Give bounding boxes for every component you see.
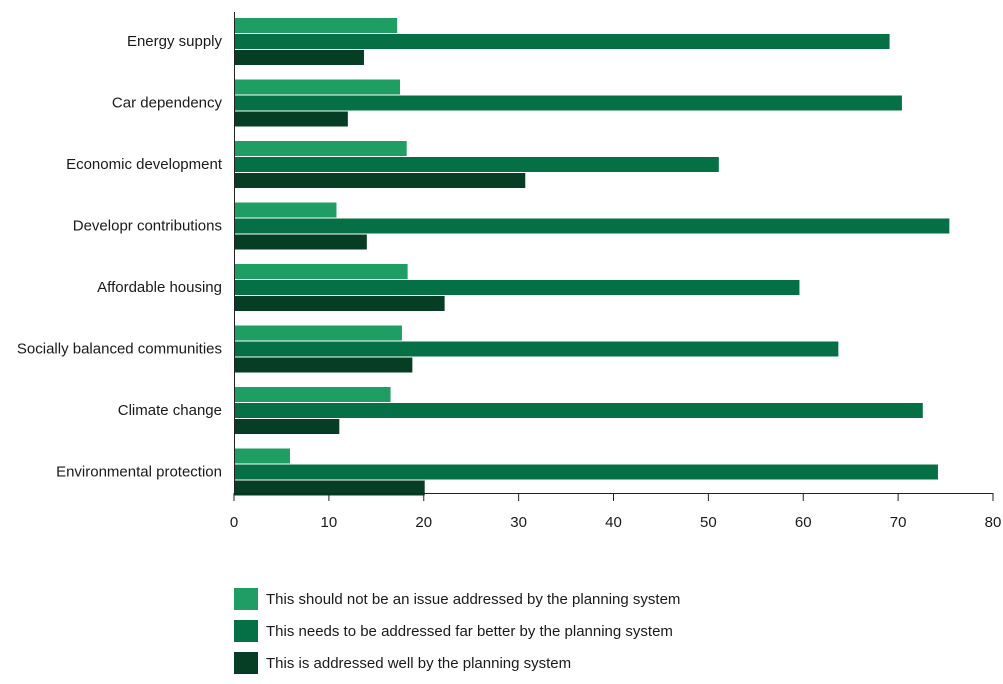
- x-tick-label: 30: [510, 514, 527, 531]
- bar: [234, 234, 367, 250]
- bar: [234, 448, 290, 464]
- category-label: Affordable housing: [97, 279, 222, 296]
- bar: [234, 202, 337, 218]
- legend-swatch: [234, 588, 258, 610]
- bar: [234, 141, 407, 156]
- bar: [234, 111, 348, 127]
- legend-swatch: [234, 620, 258, 642]
- bar: [234, 173, 526, 188]
- x-tick-label: 70: [890, 514, 907, 531]
- bar: [234, 480, 425, 496]
- legend-item-not-an-issue: This should not be an issue addressed by…: [234, 588, 680, 610]
- legend-item-addressed-well: This is addressed well by the planning s…: [234, 652, 680, 674]
- category-label: Economic development: [66, 156, 223, 173]
- x-tick-label: 60: [795, 514, 812, 531]
- bar: [234, 341, 839, 357]
- legend-label: This should not be an issue addressed by…: [266, 590, 681, 608]
- x-tick-label: 20: [415, 514, 432, 531]
- legend-label: This needs to be addressed far better by…: [266, 622, 673, 640]
- x-tick-label: 40: [605, 514, 622, 531]
- bar: [234, 403, 923, 418]
- bar: [234, 387, 391, 402]
- category-label: Socially balanced communities: [17, 341, 222, 358]
- x-tick-label: 80: [985, 514, 1002, 531]
- category-label: Developr contributions: [73, 218, 222, 235]
- bar: [234, 218, 950, 234]
- bar: [234, 95, 902, 111]
- legend-item-needs-better: This needs to be addressed far better by…: [234, 620, 680, 642]
- bar: [234, 157, 719, 172]
- bar: [234, 357, 413, 373]
- bar: [234, 464, 938, 480]
- bars-group: [234, 18, 950, 496]
- bar: [234, 419, 340, 434]
- category-labels: Energy supply Car dependency Economic deve…: [17, 33, 223, 481]
- category-label: Car dependency: [112, 95, 223, 112]
- x-tick-label: 10: [321, 514, 338, 531]
- legend: This should not be an issue addressed by…: [234, 588, 680, 684]
- bar: [234, 296, 445, 311]
- category-label: Climate change: [118, 402, 222, 419]
- legend-label: This is addressed well by the planning s…: [266, 654, 572, 672]
- bar: [234, 280, 800, 295]
- category-label: Environmental protection: [56, 464, 222, 481]
- x-tick-label: 0: [230, 514, 238, 531]
- category-label: Energy supply: [127, 33, 223, 50]
- bar: [234, 34, 890, 49]
- bar: [234, 50, 364, 65]
- bar: [234, 325, 402, 341]
- bar-chart: Energy supply Car dependency Economic deve…: [17, 12, 1002, 531]
- x-ticks-group: 0 10 20 30 40 50 60 70 80: [230, 493, 1002, 531]
- bar: [234, 79, 401, 95]
- x-tick-label: 50: [700, 514, 717, 531]
- bar: [234, 264, 408, 279]
- bar: [234, 18, 398, 33]
- legend-swatch: [234, 652, 258, 674]
